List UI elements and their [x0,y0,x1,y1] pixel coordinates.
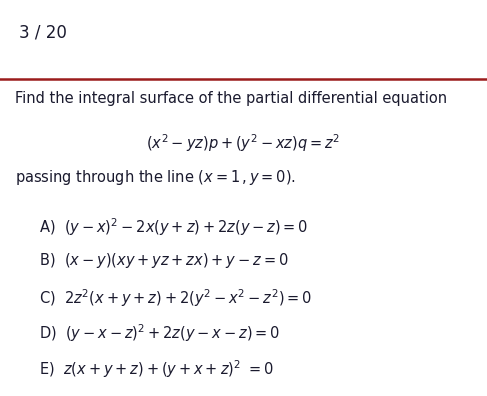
Text: B)  $(x - y)(xy + yz + zx) + y - z = 0$: B) $(x - y)(xy + yz + zx) + y - z = 0$ [39,251,288,270]
Text: A)  $(y - x)^2 - 2x(y + z) + 2z(y - z) = 0$: A) $(y - x)^2 - 2x(y + z) + 2z(y - z) = … [39,216,308,238]
Text: Find the integral surface of the partial differential equation: Find the integral surface of the partial… [15,91,447,106]
Text: 3 / 20: 3 / 20 [19,24,67,42]
Text: passing through the line $(x = 1\,,y = 0)$.: passing through the line $(x = 1\,,y = 0… [15,168,296,187]
Text: $(x^2 - yz)p + (y^2 - xz)q = z^2$: $(x^2 - yz)p + (y^2 - xz)q = z^2$ [146,133,341,154]
Text: E)  $z(x + y + z) + (y + x + z)^2 \ = 0$: E) $z(x + y + z) + (y + x + z)^2 \ = 0$ [39,358,274,380]
Text: C)  $2z^2(x + y + z) + 2(y^2 - x^2 - z^2) = 0$: C) $2z^2(x + y + z) + 2(y^2 - x^2 - z^2)… [39,287,312,309]
Text: D)  $(y - x - z)^2 + 2z(y - x - z) = 0$: D) $(y - x - z)^2 + 2z(y - x - z) = 0$ [39,323,280,345]
